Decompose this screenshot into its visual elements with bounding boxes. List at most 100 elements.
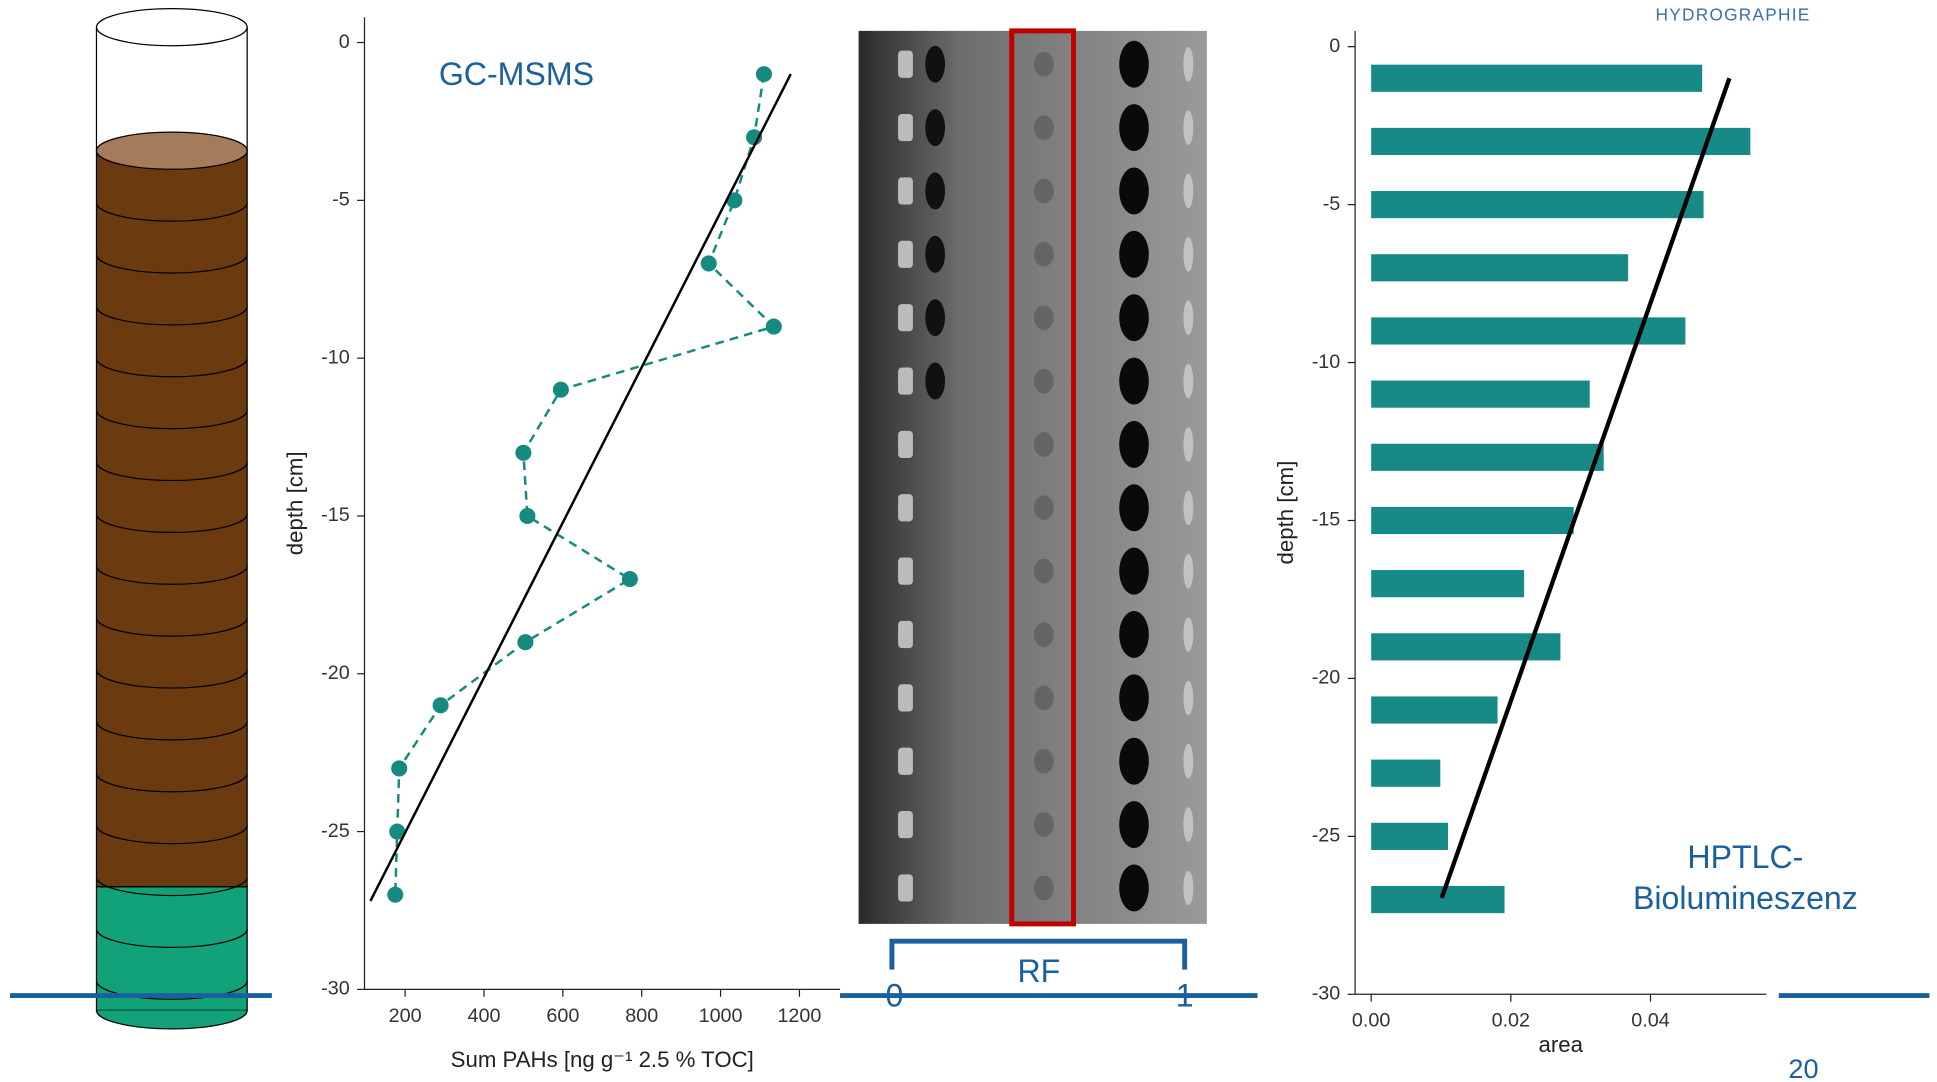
rf-label: RF xyxy=(1017,953,1060,989)
y-tick-label: 0 xyxy=(1329,35,1340,57)
y-tick-label: 0 xyxy=(339,31,350,53)
y-tick-label: -20 xyxy=(321,662,350,684)
spot xyxy=(925,235,946,273)
spot xyxy=(1183,553,1194,589)
y-tick-label: -25 xyxy=(1312,825,1341,847)
x-tick-label: 1000 xyxy=(699,1005,743,1027)
core-slice xyxy=(95,825,248,845)
x-axis-label: Sum PAHs [ng g⁻¹ 2.5 % TOC] xyxy=(451,1047,754,1072)
core-slice xyxy=(95,721,248,741)
marker xyxy=(746,129,763,146)
y-tick-label: -15 xyxy=(1312,509,1341,531)
spot xyxy=(1183,46,1194,82)
spot xyxy=(1033,115,1054,140)
bar xyxy=(1371,696,1498,724)
core-slice xyxy=(95,565,248,585)
bar xyxy=(1371,380,1590,408)
annotation: GC-MSMS xyxy=(439,56,594,92)
spot xyxy=(1183,490,1194,526)
spot xyxy=(898,50,913,78)
bar xyxy=(1371,254,1629,282)
spot xyxy=(1119,357,1149,405)
page-number: 20 xyxy=(1788,1053,1818,1082)
header: HYDROGRAPHIE xyxy=(1656,5,1811,25)
spot xyxy=(1119,167,1149,215)
spot xyxy=(898,494,913,522)
spot xyxy=(1033,622,1054,647)
y-tick-label: -5 xyxy=(332,189,350,211)
x-tick-label: 0.04 xyxy=(1631,1010,1669,1032)
spot xyxy=(1033,558,1054,584)
marker xyxy=(765,318,782,335)
core-slice xyxy=(95,461,248,482)
core-slice xyxy=(95,617,248,637)
spot xyxy=(925,45,946,83)
spot xyxy=(898,620,913,649)
x-tick-label: 1200 xyxy=(777,1005,821,1027)
spot xyxy=(1183,680,1194,716)
sediment-core xyxy=(95,8,248,1030)
spot xyxy=(1119,864,1149,912)
spot xyxy=(1119,104,1149,152)
bar xyxy=(1371,127,1751,156)
spot xyxy=(898,747,913,775)
core-slice xyxy=(95,876,248,897)
spot xyxy=(898,684,913,712)
spot xyxy=(1119,547,1149,595)
bar xyxy=(1371,64,1703,92)
core-slice xyxy=(95,928,248,948)
spot xyxy=(1033,432,1054,457)
x-tick-label: 600 xyxy=(546,1005,579,1027)
core-bottom xyxy=(95,1010,248,1030)
spot xyxy=(1119,737,1149,785)
spot xyxy=(1119,230,1149,278)
core-slice xyxy=(95,669,248,689)
bar xyxy=(1371,759,1441,787)
core-base xyxy=(95,886,248,1011)
core-sediment xyxy=(95,150,248,888)
marker xyxy=(389,823,406,840)
spot xyxy=(925,172,946,210)
bar xyxy=(1371,885,1505,914)
annotation: HPTLC- xyxy=(1687,839,1803,875)
spot xyxy=(1033,51,1054,77)
x-tick-label: 400 xyxy=(468,1005,501,1027)
core-empty xyxy=(95,26,248,152)
spot xyxy=(1183,363,1194,399)
spot xyxy=(898,304,913,332)
spot xyxy=(1183,743,1194,779)
spot xyxy=(1033,875,1054,901)
rf-bracket xyxy=(889,938,1188,970)
spot xyxy=(1033,178,1054,204)
rf-highlight xyxy=(1009,28,1076,927)
spot xyxy=(898,430,913,458)
spot xyxy=(1183,173,1194,209)
y-tick-label: -30 xyxy=(1312,983,1341,1005)
spot xyxy=(1119,801,1149,849)
spot xyxy=(1033,495,1054,521)
spot xyxy=(898,114,913,142)
spot xyxy=(1119,674,1149,722)
spot xyxy=(1033,368,1054,394)
marker xyxy=(517,634,534,651)
trend-line xyxy=(1439,77,1732,899)
spot xyxy=(1119,294,1149,342)
y-axis-label: depth [cm] xyxy=(282,451,307,555)
x-tick-label: 0.00 xyxy=(1352,1010,1390,1032)
y-tick-label: -30 xyxy=(321,978,350,1000)
y-tick-label: -20 xyxy=(1312,667,1341,689)
x-tick-label: 0.02 xyxy=(1492,1010,1530,1032)
spot xyxy=(1033,305,1054,331)
y-tick-label: -15 xyxy=(321,504,350,526)
spot xyxy=(925,109,946,147)
spot xyxy=(1033,241,1054,267)
core-slice xyxy=(95,980,248,1000)
marker xyxy=(726,192,743,209)
spot xyxy=(1183,427,1194,462)
spot xyxy=(1033,685,1054,711)
marker xyxy=(755,66,772,83)
spot xyxy=(1183,237,1194,272)
spot xyxy=(898,874,913,902)
